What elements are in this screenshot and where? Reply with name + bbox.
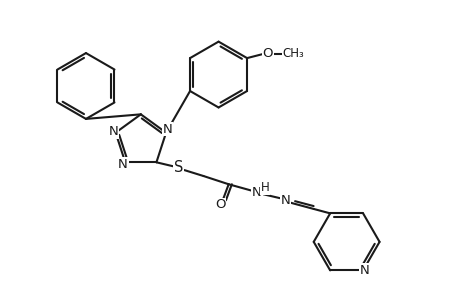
Text: N: N [280, 194, 290, 207]
Text: N: N [252, 186, 261, 199]
Text: CH₃: CH₃ [282, 47, 304, 60]
Text: N: N [359, 264, 369, 277]
Text: O: O [262, 47, 272, 60]
Text: N: N [108, 125, 118, 138]
Text: S: S [174, 160, 183, 175]
Text: N: N [118, 158, 128, 171]
Text: H: H [260, 182, 269, 194]
Text: O: O [215, 198, 225, 211]
Text: N: N [162, 122, 172, 136]
